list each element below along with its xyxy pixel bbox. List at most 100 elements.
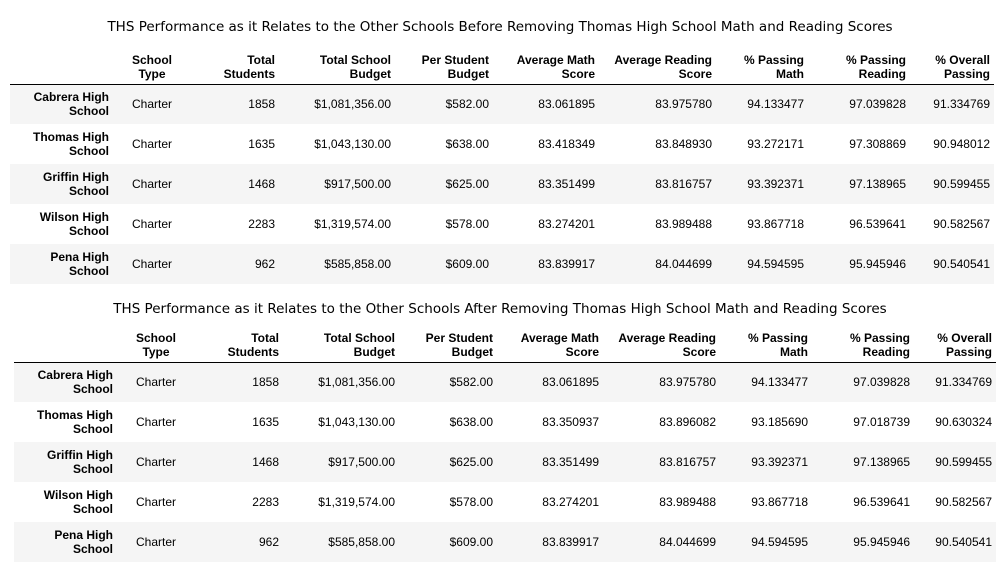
row-school-name: Wilson High School: [39, 210, 109, 238]
col-header-pct-reading: % Passing Reading: [812, 328, 914, 363]
cell-pct-math: 94.594595: [747, 257, 804, 271]
cell-school-type: Charter: [131, 177, 172, 191]
cell-pct-math: 94.133477: [747, 97, 804, 112]
table-row: Cabrera High School Charter 1858 $1,081,3…: [10, 84, 994, 124]
col-header-school-type: School Type: [113, 50, 191, 85]
cell-per-student-budget: $638.00: [449, 415, 493, 429]
cell-school-type: Charter: [135, 375, 176, 390]
col-header-avg-reading: Average Reading Score: [599, 50, 716, 85]
cell-school-type: Charter: [131, 257, 172, 271]
cell-per-student-budget: $625.00: [449, 455, 493, 469]
cell-pct-reading: 96.539641: [853, 495, 910, 509]
cell-avg-reading: 83.975780: [659, 375, 716, 390]
cell-pct-math: 93.867718: [747, 217, 804, 231]
cell-total-budget: $917,500.00: [324, 177, 391, 191]
row-school-name: Griffin High School: [47, 448, 113, 476]
index-header: [14, 328, 117, 363]
col-header-avg-reading: Average Reading Score: [603, 328, 720, 363]
cell-total-students: 2283: [252, 495, 279, 509]
cell-pct-math: 93.392371: [747, 177, 804, 191]
col-header-total-budget: Total School Budget: [283, 328, 399, 363]
table-row: Griffin High School Charter 1468 $917,500…: [14, 442, 996, 482]
cell-avg-math: 83.418349: [538, 137, 595, 151]
cell-pct-overall: 91.334769: [935, 375, 992, 390]
table-row: Thomas High School Charter 1635 $1,043,13…: [10, 124, 994, 164]
cell-pct-math: 94.133477: [751, 375, 808, 390]
cell-total-students: 1635: [252, 415, 279, 429]
cell-per-student-budget: $582.00: [445, 97, 489, 112]
cell-pct-overall: 90.582567: [933, 217, 990, 231]
cell-avg-reading: 83.989488: [655, 217, 712, 231]
col-header-total-students: Total Students: [195, 328, 283, 363]
cell-avg-reading: 83.975780: [655, 97, 712, 112]
table-title-after: THS Performance as it Relates to the Oth…: [113, 301, 887, 317]
table-row: Wilson High School Charter 2283 $1,319,57…: [14, 482, 996, 522]
row-school-name: Griffin High School: [43, 170, 109, 198]
cell-pct-overall: 90.540541: [933, 257, 990, 271]
cell-school-type: Charter: [135, 495, 176, 509]
cell-total-budget: $585,858.00: [324, 257, 391, 271]
cell-avg-math: 83.274201: [538, 217, 595, 231]
cell-school-type: Charter: [131, 97, 172, 112]
cell-pct-reading: 97.018739: [853, 415, 910, 429]
cell-total-students: 1635: [248, 137, 275, 151]
col-header-pct-overall: % Overall Passing: [914, 328, 996, 363]
cell-avg-reading: 83.816757: [655, 177, 712, 191]
cell-pct-reading: 97.138965: [849, 177, 906, 191]
row-school-name: Thomas High School: [32, 130, 109, 158]
cell-school-type: Charter: [135, 455, 176, 469]
index-header: [10, 50, 113, 85]
cell-school-type: Charter: [135, 535, 176, 549]
cell-total-budget: $917,500.00: [328, 455, 395, 469]
cell-avg-math: 83.351499: [538, 177, 595, 191]
col-header-total-budget: Total School Budget: [279, 50, 395, 85]
col-header-pct-overall: % Overall Passing: [910, 50, 994, 85]
cell-avg-math: 83.351499: [542, 455, 599, 469]
cell-pct-overall: 90.948012: [933, 137, 990, 151]
header-row: School Type Total Students Total School Bud…: [10, 50, 994, 85]
col-header-pct-reading: % Passing Reading: [808, 50, 910, 85]
cell-per-student-budget: $578.00: [449, 495, 493, 509]
cell-pct-overall: 90.599455: [933, 177, 990, 191]
cell-per-student-budget: $609.00: [449, 535, 493, 549]
cell-avg-reading: 83.896082: [659, 415, 716, 429]
cell-per-student-budget: $638.00: [445, 137, 489, 151]
cell-school-type: Charter: [131, 137, 172, 151]
table-row: Wilson High School Charter 2283 $1,319,57…: [10, 204, 994, 244]
performance-table-before: School Type Total Students Total School Bud…: [10, 50, 994, 284]
cell-avg-reading: 84.044699: [659, 535, 716, 549]
table-title-before: THS Performance as it Relates to the Oth…: [107, 19, 893, 35]
cell-total-budget: $585,858.00: [328, 535, 395, 549]
table-row: Pena High School Charter 962 $585,858.00 …: [14, 522, 996, 562]
cell-per-student-budget: $582.00: [449, 375, 493, 390]
cell-pct-reading: 95.945946: [849, 257, 906, 271]
cell-total-students: 1468: [252, 455, 279, 469]
cell-pct-overall: 90.599455: [935, 455, 992, 469]
cell-pct-math: 93.392371: [751, 455, 808, 469]
cell-total-budget: $1,319,574.00: [314, 217, 391, 231]
cell-pct-overall: 90.630324: [935, 415, 992, 429]
cell-avg-math: 83.061895: [542, 375, 599, 390]
cell-avg-math: 83.274201: [542, 495, 599, 509]
table-row: Cabrera High School Charter 1858 $1,081,3…: [14, 362, 996, 402]
cell-pct-math: 93.867718: [751, 495, 808, 509]
cell-total-budget: $1,043,130.00: [314, 137, 391, 151]
col-header-avg-math: Average Math Score: [493, 50, 599, 85]
col-header-pct-math: % Passing Math: [720, 328, 812, 363]
cell-avg-reading: 83.848930: [655, 137, 712, 151]
cell-total-students: 1858: [248, 97, 275, 112]
cell-total-budget: $1,043,130.00: [318, 415, 395, 429]
cell-pct-reading: 97.138965: [853, 455, 910, 469]
col-header-avg-math: Average Math Score: [497, 328, 603, 363]
cell-pct-math: 93.272171: [747, 137, 804, 151]
cell-total-students: 1468: [248, 177, 275, 191]
table-row: Griffin High School Charter 1468 $917,500…: [10, 164, 994, 204]
row-school-name: Pena High School: [54, 528, 113, 556]
cell-pct-overall: 90.540541: [935, 535, 992, 549]
cell-avg-math: 83.839917: [538, 257, 595, 271]
cell-pct-reading: 95.945946: [853, 535, 910, 549]
row-school-name: Wilson High School: [43, 488, 113, 516]
cell-avg-math: 83.839917: [542, 535, 599, 549]
cell-avg-reading: 83.989488: [659, 495, 716, 509]
col-header-total-students: Total Students: [191, 50, 279, 85]
